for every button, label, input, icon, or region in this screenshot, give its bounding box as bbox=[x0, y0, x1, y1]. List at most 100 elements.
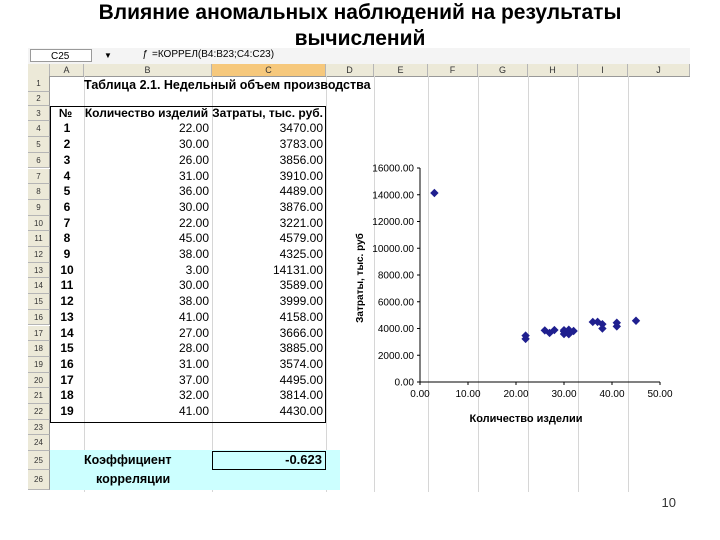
formula-input[interactable]: =КОРРЕЛ(B4:B23;C4:C23) bbox=[152, 49, 275, 60]
cost-cell[interactable]: 3783.00 bbox=[279, 137, 323, 152]
row-index-cell[interactable]: 7 bbox=[63, 215, 71, 230]
cost-cell[interactable]: 3574.00 bbox=[279, 356, 323, 371]
row-index-cell[interactable]: 2 bbox=[63, 137, 71, 152]
row-header[interactable]: 21 bbox=[28, 388, 50, 404]
row-header[interactable]: 10 bbox=[28, 215, 50, 232]
row-index-cell[interactable]: 12 bbox=[60, 294, 74, 309]
column-header[interactable]: I bbox=[578, 64, 628, 76]
quantity-cell[interactable]: 27.00 bbox=[178, 325, 209, 340]
cost-cell[interactable]: 4430.00 bbox=[279, 404, 323, 418]
row-header[interactable]: 23 bbox=[28, 419, 50, 436]
scatter-point bbox=[569, 326, 578, 336]
row-header[interactable]: 15 bbox=[28, 294, 50, 310]
row-header[interactable]: 12 bbox=[28, 247, 50, 263]
row-index-cell[interactable]: 6 bbox=[63, 199, 71, 214]
quantity-cell[interactable]: 3.00 bbox=[185, 262, 209, 277]
quantity-cell[interactable]: 41.00 bbox=[178, 309, 209, 324]
column-header[interactable]: G bbox=[478, 64, 528, 76]
row-header[interactable]: 22 bbox=[28, 404, 50, 420]
quantity-cell[interactable]: 22.00 bbox=[178, 215, 209, 230]
row-header[interactable]: 26 bbox=[28, 470, 50, 491]
cost-cell[interactable]: 3814.00 bbox=[279, 388, 323, 403]
cost-cell[interactable]: 3856.00 bbox=[279, 152, 323, 167]
row-header[interactable]: 16 bbox=[28, 309, 50, 326]
quantity-cell[interactable]: 28.00 bbox=[178, 341, 209, 356]
cost-cell[interactable]: 3470.00 bbox=[279, 121, 323, 136]
row-header[interactable]: 11 bbox=[28, 231, 50, 247]
row-index-cell[interactable]: 19 bbox=[60, 404, 74, 418]
cost-cell[interactable]: 3876.00 bbox=[279, 199, 323, 214]
cost-cell[interactable]: 4489.00 bbox=[279, 184, 323, 199]
row-header[interactable]: 2 bbox=[28, 91, 50, 106]
quantity-cell[interactable]: 30.00 bbox=[178, 278, 209, 293]
row-header[interactable]: 4 bbox=[28, 121, 50, 138]
row-header[interactable]: 18 bbox=[28, 341, 50, 357]
row-index-cell[interactable]: 17 bbox=[60, 372, 74, 387]
quantity-cell[interactable]: 26.00 bbox=[178, 152, 209, 167]
row-header[interactable]: 24 bbox=[28, 435, 50, 452]
quantity-cell[interactable]: 37.00 bbox=[178, 372, 209, 387]
quantity-cell[interactable]: 30.00 bbox=[178, 137, 209, 152]
row-index-cell[interactable]: 9 bbox=[63, 247, 71, 261]
fx-icon[interactable]: ƒ bbox=[142, 49, 148, 60]
row-header[interactable]: 17 bbox=[28, 325, 50, 342]
cost-cell[interactable]: 4158.00 bbox=[279, 309, 323, 324]
row-index-cell[interactable]: 18 bbox=[60, 388, 74, 403]
cost-cell[interactable]: 3221.00 bbox=[279, 215, 323, 230]
row-index-cell[interactable]: 14 bbox=[60, 325, 74, 340]
row-header[interactable]: 9 bbox=[28, 199, 50, 216]
coefficient-value-cell[interactable]: -0.623 bbox=[212, 451, 326, 470]
row-index-cell[interactable]: 13 bbox=[60, 309, 74, 324]
column-header[interactable]: J bbox=[628, 64, 690, 76]
quantity-cell[interactable]: 30.00 bbox=[178, 199, 209, 214]
row-index-cell[interactable]: 3 bbox=[63, 152, 71, 167]
row-header[interactable]: 25 bbox=[28, 451, 50, 471]
cost-cell[interactable]: 4579.00 bbox=[279, 231, 323, 246]
cost-cell[interactable]: 3589.00 bbox=[279, 278, 323, 293]
row-index-cell[interactable]: 1 bbox=[63, 121, 71, 136]
row-header[interactable]: 14 bbox=[28, 278, 50, 295]
row-index-cell[interactable]: 8 bbox=[63, 231, 71, 246]
row-header[interactable]: 13 bbox=[28, 262, 50, 279]
column-header[interactable]: C bbox=[212, 64, 326, 76]
quantity-cell[interactable]: 31.00 bbox=[178, 168, 209, 183]
column-header[interactable]: B bbox=[84, 64, 212, 76]
column-header[interactable]: H bbox=[528, 64, 578, 76]
row-index-cell[interactable]: 5 bbox=[63, 184, 71, 199]
quantity-cell[interactable]: 41.00 bbox=[178, 404, 209, 418]
cost-cell[interactable]: 3885.00 bbox=[279, 341, 323, 356]
name-box[interactable]: C25 bbox=[30, 49, 92, 62]
quantity-cell[interactable]: 38.00 bbox=[178, 294, 209, 309]
quantity-cell[interactable]: 22.00 bbox=[178, 121, 209, 136]
column-header[interactable]: E bbox=[374, 64, 428, 76]
row-header[interactable]: 5 bbox=[28, 137, 50, 153]
row-header[interactable]: 20 bbox=[28, 372, 50, 389]
column-header[interactable]: D bbox=[326, 64, 374, 76]
column-header[interactable]: A bbox=[50, 64, 84, 76]
select-all-corner[interactable] bbox=[28, 64, 50, 76]
row-index-cell[interactable]: 15 bbox=[60, 341, 74, 356]
quantity-cell[interactable]: 32.00 bbox=[178, 388, 209, 403]
cost-cell[interactable]: 4495.00 bbox=[279, 372, 323, 387]
row-index-cell[interactable]: 10 bbox=[60, 262, 74, 277]
cost-cell[interactable]: 3910.00 bbox=[279, 168, 323, 183]
row-index-cell[interactable]: 4 bbox=[63, 168, 71, 183]
quantity-cell[interactable]: 31.00 bbox=[178, 356, 209, 371]
cost-cell[interactable]: 3666.00 bbox=[279, 325, 323, 340]
cost-cell[interactable]: 4325.00 bbox=[279, 247, 323, 261]
row-header[interactable]: 19 bbox=[28, 356, 50, 373]
row-index-cell[interactable]: 16 bbox=[60, 356, 74, 371]
row-header[interactable]: 7 bbox=[28, 168, 50, 185]
row-index-cell[interactable]: 11 bbox=[60, 278, 74, 293]
cost-cell[interactable]: 14131.00 bbox=[272, 262, 323, 277]
row-header[interactable]: 3 bbox=[28, 105, 50, 122]
quantity-cell[interactable]: 36.00 bbox=[178, 184, 209, 199]
cost-cell[interactable]: 3999.00 bbox=[279, 294, 323, 309]
name-box-dropdown-icon[interactable]: ▼ bbox=[104, 51, 112, 60]
row-header[interactable]: 6 bbox=[28, 152, 50, 169]
row-header[interactable]: 8 bbox=[28, 184, 50, 200]
row-header[interactable]: 1 bbox=[28, 76, 50, 92]
quantity-cell[interactable]: 45.00 bbox=[178, 231, 209, 246]
quantity-cell[interactable]: 38.00 bbox=[178, 247, 209, 261]
column-header[interactable]: F bbox=[428, 64, 478, 76]
